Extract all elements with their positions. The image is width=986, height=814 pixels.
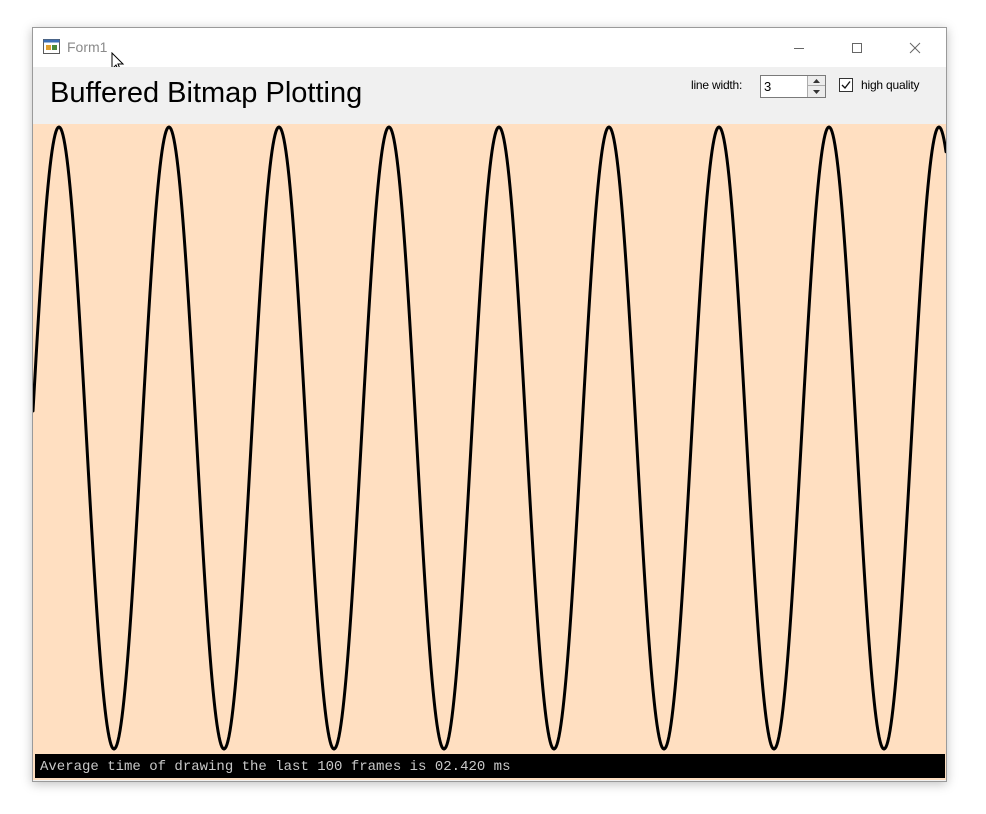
- status-box: Average time of drawing the last 100 fra…: [35, 754, 945, 778]
- arrow-down-icon: [813, 89, 820, 94]
- status-bar: Average time of drawing the last 100 fra…: [33, 752, 946, 780]
- arrow-up-icon: [813, 78, 820, 83]
- line-width-label: line width:: [691, 78, 743, 92]
- maximize-button[interactable]: [828, 28, 886, 67]
- high-quality-label: high quality: [861, 78, 920, 92]
- spinner-buttons: [807, 76, 825, 97]
- close-icon: [909, 42, 921, 53]
- line-width-spinner[interactable]: [760, 75, 826, 98]
- plot-area: [33, 124, 946, 752]
- window-title: Form1: [67, 39, 108, 55]
- high-quality-checkbox[interactable]: [839, 78, 853, 92]
- header-panel: Buffered Bitmap Plotting line width:: [33, 67, 946, 124]
- title-bar[interactable]: Form1: [33, 28, 946, 73]
- status-text: Average time of drawing the last 100 fra…: [40, 759, 511, 775]
- minimize-button[interactable]: [770, 28, 828, 67]
- minimize-icon: [794, 47, 804, 49]
- maximize-icon: [852, 42, 862, 53]
- line-width-input[interactable]: [762, 77, 808, 96]
- spinner-up-button[interactable]: [808, 76, 825, 86]
- plot-canvas: [33, 125, 946, 751]
- close-button[interactable]: [886, 28, 944, 67]
- app-icon: [43, 39, 60, 54]
- checkmark-icon: [841, 81, 851, 90]
- sine-wave-line: [33, 125, 946, 751]
- page-title: Buffered Bitmap Plotting: [50, 77, 363, 109]
- app-window: Form1 Buffered Bitmap Plotting line widt…: [32, 27, 947, 782]
- spinner-down-button[interactable]: [808, 86, 825, 97]
